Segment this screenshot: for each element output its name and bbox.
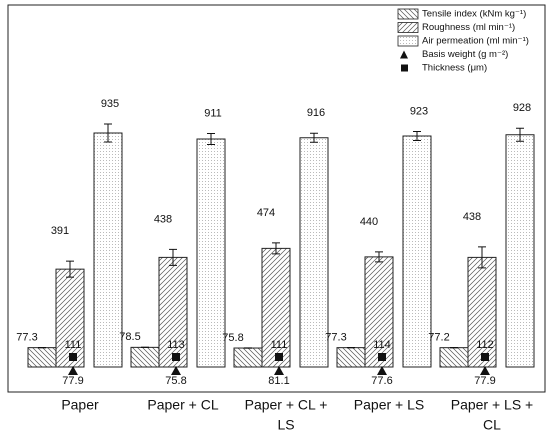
legend-swatch xyxy=(397,35,419,47)
bar xyxy=(336,347,366,368)
bar xyxy=(299,137,329,368)
error-bar xyxy=(478,246,486,269)
marker-label: 111 xyxy=(65,339,82,351)
bar xyxy=(261,247,291,368)
legend-label: Tensile index (kNm kg⁻¹) xyxy=(422,9,526,20)
marker-label: 112 xyxy=(476,339,494,351)
value-label: 440 xyxy=(360,216,378,228)
value-label: 474 xyxy=(257,207,275,219)
error-bar xyxy=(169,248,177,266)
error-bar xyxy=(310,132,318,143)
marker-square xyxy=(275,353,283,361)
plot-frame xyxy=(7,4,546,393)
bar xyxy=(27,347,57,368)
error-bar xyxy=(516,127,524,142)
bar xyxy=(130,346,160,368)
marker-square xyxy=(69,353,77,361)
category-label: Paper + CL + xyxy=(245,397,328,413)
marker-label: 113 xyxy=(167,339,185,351)
error-bar xyxy=(104,123,112,143)
category-label: LS xyxy=(277,417,294,433)
marker-triangle xyxy=(480,366,490,375)
bar xyxy=(439,347,469,368)
bar xyxy=(55,268,85,368)
value-label: 916 xyxy=(307,107,325,119)
bar xyxy=(402,135,432,368)
error-bar xyxy=(272,242,280,255)
value-label: 438 xyxy=(463,211,481,223)
value-label: 77.3 xyxy=(325,331,346,343)
category-label: Paper xyxy=(61,397,99,413)
value-label: 75.8 xyxy=(222,332,243,344)
marker-square xyxy=(172,353,180,361)
bar xyxy=(93,132,123,368)
value-label: 911 xyxy=(204,107,222,119)
legend-label: Basis weight (g m⁻²) xyxy=(422,49,508,60)
category-label: Paper + LS xyxy=(354,397,424,413)
error-bar xyxy=(66,260,74,278)
marker-label: 75.8 xyxy=(165,375,186,387)
marker-triangle xyxy=(171,366,181,375)
legend-label: Air permeation (ml min⁻¹) xyxy=(422,36,529,47)
marker-square xyxy=(378,353,386,361)
bar xyxy=(505,134,535,368)
value-label: 935 xyxy=(101,98,119,110)
marker-label: 77.9 xyxy=(474,375,495,387)
legend-swatch xyxy=(397,22,419,33)
error-bar xyxy=(413,130,421,142)
marker-label: 114 xyxy=(373,339,391,351)
value-label: 77.2 xyxy=(428,331,449,343)
legend-marker xyxy=(401,64,408,72)
marker-label: 81.1 xyxy=(268,375,289,387)
marker-triangle xyxy=(68,366,78,375)
marker-label: 111 xyxy=(271,339,288,351)
value-label: 391 xyxy=(51,225,69,237)
category-label: Paper + CL xyxy=(147,397,218,413)
value-label: 77.3 xyxy=(16,331,37,343)
marker-square xyxy=(481,353,489,361)
bar xyxy=(196,138,226,368)
category-label: Paper + LS + xyxy=(451,397,534,413)
value-label: 438 xyxy=(154,213,172,225)
legend-marker xyxy=(400,50,408,59)
value-label: 928 xyxy=(513,102,531,114)
error-bar xyxy=(207,133,215,146)
legend-label: Thickness (μm) xyxy=(422,63,487,74)
category-label: CL xyxy=(483,417,501,433)
legend-swatch xyxy=(397,8,419,20)
marker-triangle xyxy=(274,366,284,375)
error-bar xyxy=(375,251,383,263)
legend-label: Roughness (ml min⁻¹) xyxy=(422,22,515,33)
bar xyxy=(467,256,497,368)
bar xyxy=(233,347,263,368)
marker-label: 77.6 xyxy=(371,375,392,387)
marker-triangle xyxy=(377,366,387,375)
value-label: 78.5 xyxy=(119,331,140,343)
value-label: 923 xyxy=(410,105,428,117)
marker-label: 77.9 xyxy=(62,375,83,387)
